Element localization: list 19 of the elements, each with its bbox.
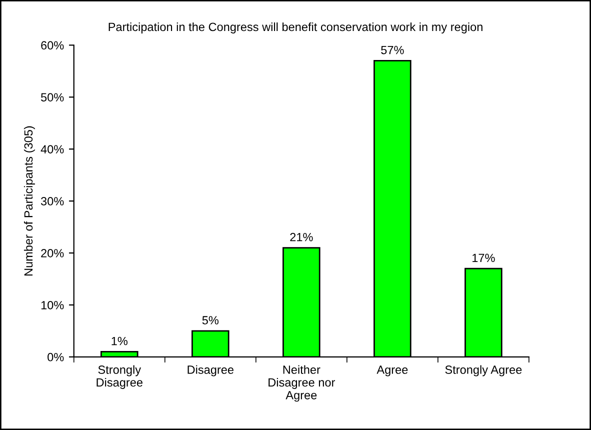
y-tick-label: 20% [41, 249, 64, 258]
data-label: 5% [202, 316, 219, 324]
y-axis-title: Number of Participants (305) [24, 126, 35, 276]
x-tick-label: Disagree [188, 365, 234, 376]
data-label: 21% [290, 232, 313, 242]
data-label: 17% [472, 254, 495, 262]
x-tick-label: Strongly Agree [445, 365, 522, 376]
chart-title: Participation in the Congress will benefit conservation work in my region [108, 22, 482, 34]
x-tick-label: Agree [376, 366, 408, 376]
x-tick-label: Neither Disagree nor Agree [268, 365, 336, 402]
data-label: 57% [381, 46, 404, 54]
data-label: 1% [112, 336, 128, 346]
x-tick-label: Strongly Disagree [96, 365, 142, 389]
y-tick-label: 30% [40, 197, 64, 206]
y-tick-label: 0% [48, 352, 64, 362]
y-tick-label: 60% [41, 41, 64, 50]
y-tick-label: 10% [41, 300, 64, 310]
y-tick-label: 40% [40, 145, 64, 154]
y-tick-label: 50% [40, 93, 64, 102]
